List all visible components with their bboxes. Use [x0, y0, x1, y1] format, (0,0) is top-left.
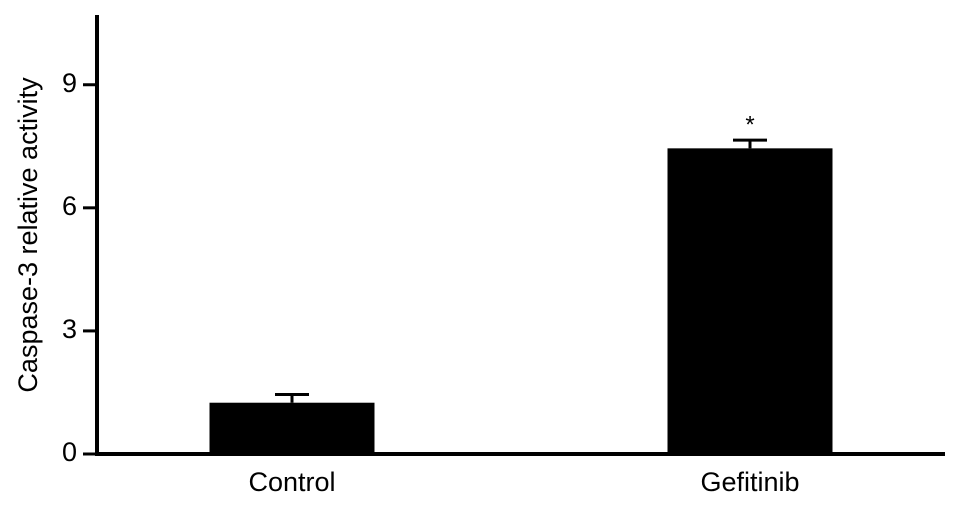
y-tick-label: 6: [62, 191, 77, 221]
y-tick-label: 0: [62, 437, 77, 467]
bar: [667, 148, 833, 454]
y-tick-label: 3: [62, 314, 77, 344]
bar: [209, 402, 375, 454]
x-tick-label: Gefitinib: [700, 467, 799, 497]
x-tick-label: Control: [248, 467, 335, 497]
y-axis-label: Caspase-3 relative activity: [13, 77, 43, 393]
y-tick-label: 9: [62, 68, 77, 98]
significance-label: *: [745, 111, 754, 138]
